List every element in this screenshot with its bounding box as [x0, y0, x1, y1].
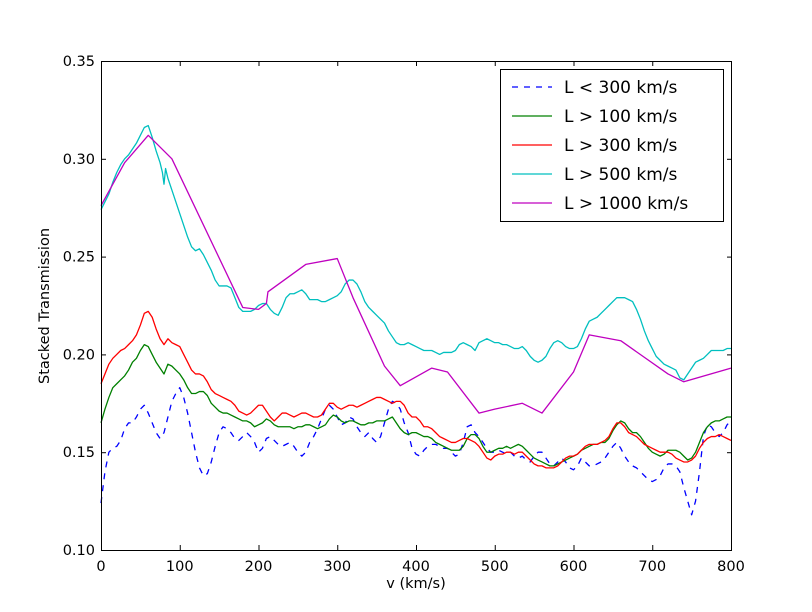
- y-tick-label-3: 0.25: [63, 250, 95, 266]
- y-tick-label-0: 0.10: [63, 543, 95, 559]
- x-tick-label-7: 700: [638, 559, 666, 575]
- legend-label-0: L < 300 km/s: [564, 78, 678, 98]
- y-tick-label-1: 0.15: [63, 445, 95, 461]
- legend-items: L < 300 km/s L > 100 km/s L > 300 km/s L > …: [512, 78, 688, 214]
- series-line-2: [100, 310, 732, 469]
- legend-label-1: L > 100 km/s: [564, 107, 678, 127]
- legend-label-4: L > 1000 km/s: [564, 194, 688, 214]
- x-tick-label-2: 200: [245, 559, 273, 575]
- legend-label-2: L > 300 km/s: [564, 136, 678, 156]
- y-tick-label-2: 0.20: [63, 347, 95, 363]
- x-tick-label-0: 0: [96, 559, 105, 575]
- x-axis-label: v (km/s): [386, 576, 445, 592]
- x-tick-label-6: 600: [560, 559, 588, 575]
- x-tick-label-8: 800: [717, 559, 745, 575]
- x-tick-label-4: 400: [402, 559, 430, 575]
- x-tick-label-1: 100: [166, 559, 194, 575]
- series-line-3: [100, 124, 731, 381]
- y-axis-label: Stacked Transmission: [37, 228, 53, 384]
- series-line-1: [100, 343, 731, 467]
- legend-label-3: L > 500 km/s: [564, 165, 678, 185]
- legend: L < 300 km/s L > 100 km/s L > 300 km/s L > …: [500, 69, 724, 222]
- series-layer: [100, 124, 732, 516]
- series-line-4: [100, 134, 732, 414]
- x-tick-label-5: 500: [481, 559, 509, 575]
- y-tick-label-5: 0.35: [63, 54, 95, 70]
- y-tick-label-4: 0.30: [63, 152, 95, 168]
- ticks-layer: 0 100 200 300 400 500 600 700 800 0.10 0.15 0.20 0.2…: [63, 54, 745, 575]
- x-tick-label-3: 300: [323, 559, 351, 575]
- series-line-0: [100, 387, 732, 516]
